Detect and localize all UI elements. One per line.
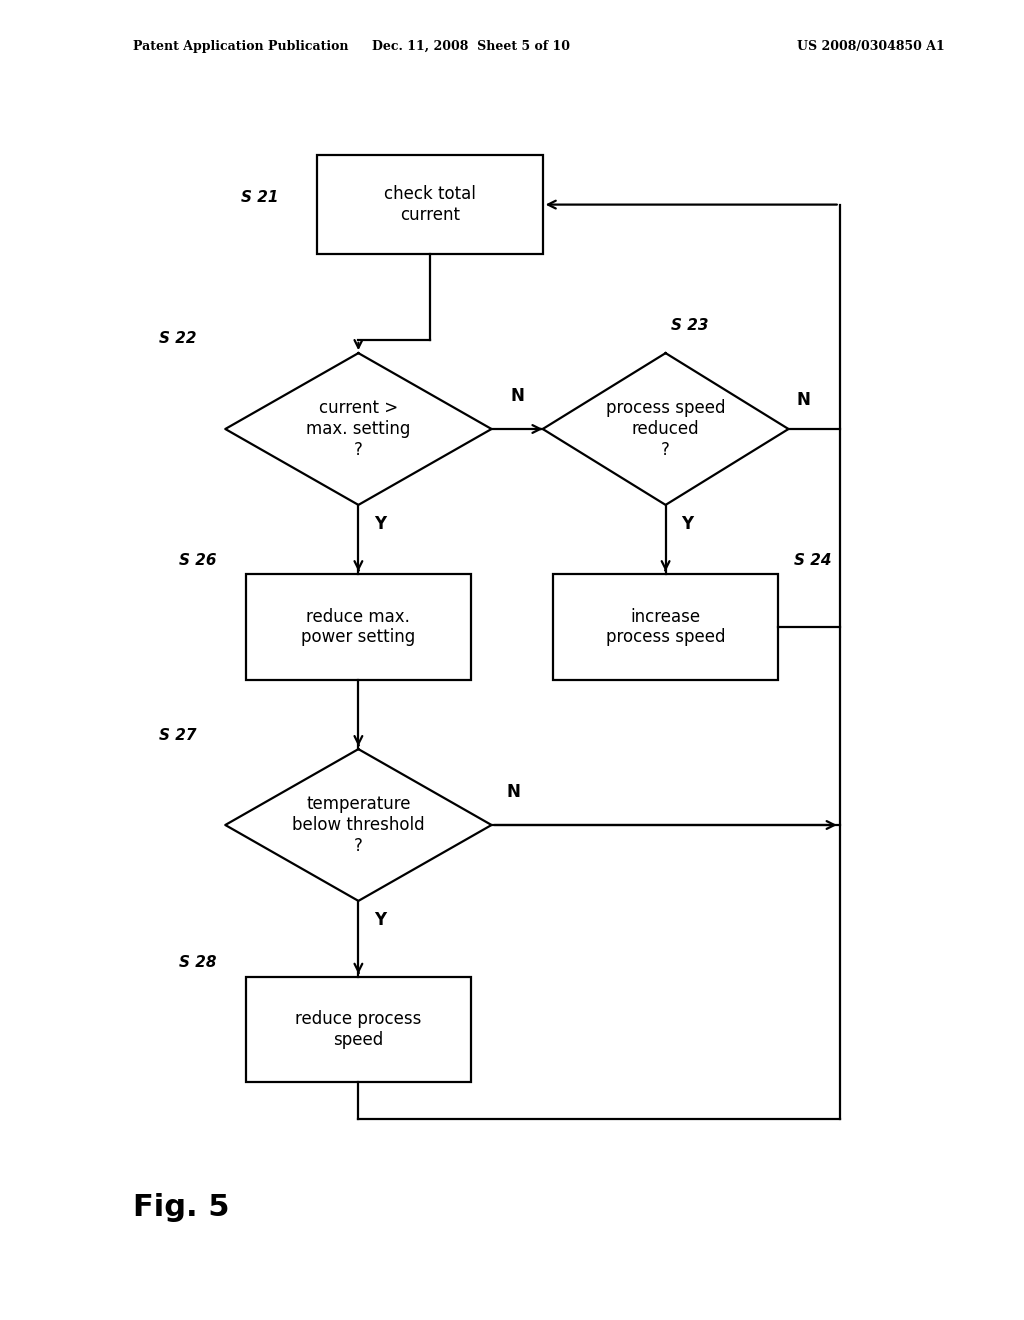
- Text: reduce process
speed: reduce process speed: [295, 1010, 422, 1049]
- Text: S 27: S 27: [159, 727, 197, 742]
- Text: US 2008/0304850 A1: US 2008/0304850 A1: [797, 40, 944, 53]
- Polygon shape: [225, 352, 492, 504]
- Text: Y: Y: [374, 911, 386, 929]
- FancyBboxPatch shape: [246, 977, 471, 1082]
- Text: S 28: S 28: [179, 956, 217, 970]
- FancyBboxPatch shape: [553, 574, 778, 680]
- Polygon shape: [543, 352, 788, 504]
- Text: process speed
reduced
?: process speed reduced ?: [606, 399, 725, 459]
- Text: N: N: [510, 387, 524, 405]
- Text: increase
process speed: increase process speed: [606, 607, 725, 647]
- Text: S 23: S 23: [671, 318, 709, 333]
- Text: S 22: S 22: [159, 331, 197, 346]
- Text: S 21: S 21: [241, 190, 279, 206]
- Text: temperature
below threshold
?: temperature below threshold ?: [292, 795, 425, 855]
- Text: check total
current: check total current: [384, 185, 476, 224]
- Text: N: N: [797, 391, 811, 409]
- Text: Fig. 5: Fig. 5: [133, 1193, 229, 1222]
- Text: S 26: S 26: [179, 553, 217, 568]
- Text: current >
max. setting
?: current > max. setting ?: [306, 399, 411, 459]
- Text: Patent Application Publication: Patent Application Publication: [133, 40, 348, 53]
- Text: reduce max.
power setting: reduce max. power setting: [301, 607, 416, 647]
- Text: N: N: [507, 783, 521, 801]
- Text: Dec. 11, 2008  Sheet 5 of 10: Dec. 11, 2008 Sheet 5 of 10: [372, 40, 570, 53]
- Text: Y: Y: [681, 515, 693, 533]
- Text: Y: Y: [374, 515, 386, 533]
- Text: S 24: S 24: [794, 553, 831, 568]
- FancyBboxPatch shape: [246, 574, 471, 680]
- Polygon shape: [225, 750, 492, 900]
- FancyBboxPatch shape: [317, 156, 543, 253]
